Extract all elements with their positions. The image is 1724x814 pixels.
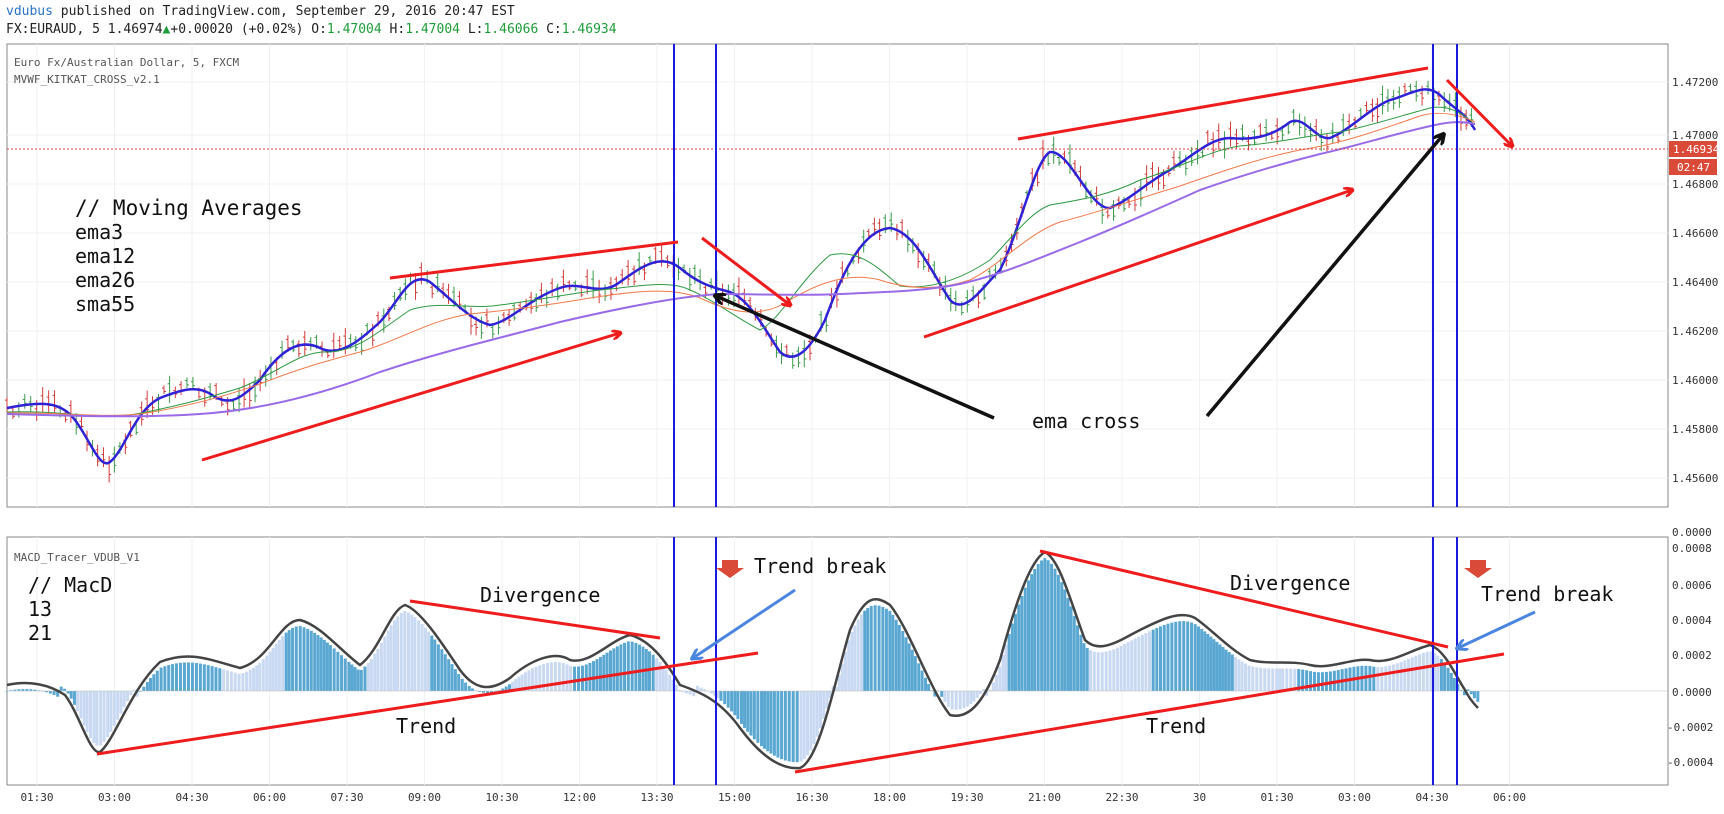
price-tick: 1.46200 [1672,325,1718,338]
divergence-label: Divergence [480,583,600,607]
trend-break-label: Trend break [754,554,886,578]
open-value: 1.47004 [326,22,382,37]
ma-item: ema12 [75,244,135,268]
macd-annotation-item: 21 [28,621,52,645]
chart-header: vdubus published on TradingView.com, Sep… [0,0,1724,42]
low-value: 1.46066 [483,22,539,37]
cross-markers [673,44,1458,785]
down-arrow-icon [1464,560,1492,578]
trend-label: Trend [396,714,456,738]
time-tick: 21:00 [1028,791,1061,804]
price-axis[interactable]: 1.47200 1.47000 1.46800 1.46600 1.46400 … [1672,76,1718,485]
trend-break-arrows [693,588,1536,658]
macd-tick: 0.0006 [1672,579,1712,592]
published-text: published on TradingView.com, September … [52,4,515,19]
ma-item: sma55 [75,292,135,316]
price-tick: 1.47000 [1672,129,1718,142]
pane-title: Euro Fx/Australian Dollar, 5, FXCM [14,56,240,69]
time-tick: 15:00 [718,791,751,804]
ema-cross-label: ema cross [1032,409,1140,433]
sma55-line [6,121,1476,418]
time-tick: 18:00 [873,791,906,804]
ma-item: ema3 [75,220,123,244]
up-arrow-icon: ▲ [162,22,171,37]
macd-axis[interactable]: 0.0008 0.0006 0.0004 0.0002 0.0000 -0.00… [1667,542,1714,769]
high-value: 1.47004 [405,22,460,37]
symbol-label[interactable]: FX:EURAUD, 5 [6,22,100,37]
time-tick: 19:30 [950,791,983,804]
ohlc-line: FX:EURAUD, 5 1.46974▲+0.00020 (+0.02%) O… [6,22,617,37]
time-tick: 04:30 [175,791,208,804]
price-badge-text: 1.46934 [1673,143,1720,156]
price-badge [1669,141,1717,157]
ma-item: ema26 [75,268,135,292]
trend-drawings[interactable] [201,66,1512,462]
publish-line: vdubus published on TradingView.com, Sep… [6,4,515,19]
time-tick: 06:00 [253,791,286,804]
price-tick: 1.46600 [1672,227,1718,240]
time-tick: 13:30 [640,791,673,804]
macd-trend-drawings[interactable] [96,549,1505,774]
macd-annotation-item: 13 [28,597,52,621]
time-tick: 03:00 [1338,791,1371,804]
macd-histogram [5,558,1480,763]
macd-tick: -0.0002 [1667,721,1713,734]
time-tick: 01:30 [20,791,53,804]
time-tick: 12:00 [563,791,596,804]
trend-label: Trend [1146,714,1206,738]
time-tick: 22:30 [1105,791,1138,804]
macd-tick: 0.0004 [1672,614,1712,627]
ema12-line [6,106,1476,417]
macd-tick: -0.0004 [1667,756,1714,769]
time-tick: 04:30 [1415,791,1448,804]
time-tick: 01:30 [1260,791,1293,804]
annotations: // Moving Averages ema3 ema12 ema26 sma5… [28,196,1613,738]
price-tick: 1.46400 [1672,276,1718,289]
macd-title[interactable]: MACD_Tracer_VDUB_V1 [14,551,140,564]
gap-axis-label: 0.0000 [1672,526,1712,539]
price-tick: 1.45800 [1672,423,1718,436]
countdown-badge [1669,159,1717,175]
price-change: +0.00020 (+0.02%) [170,22,304,37]
macd-tick: 0.0002 [1672,649,1712,662]
time-tick: 07:30 [330,791,363,804]
time-tick: 30 [1193,791,1206,804]
price-tick: 1.46000 [1672,374,1718,387]
down-arrow-icon [716,560,744,578]
price-tick: 1.45600 [1672,472,1718,485]
ema-cross-arrows [716,135,1443,420]
price-tick: 1.46800 [1672,178,1718,191]
indicator-title[interactable]: MVWF_KITKAT_CROSS_v2.1 [14,73,160,86]
ma-title: // Moving Averages [75,196,303,220]
divergence-label: Divergence [1230,571,1350,595]
main-pane[interactable] [6,43,1669,508]
countdown-text: 02:47 [1677,161,1710,174]
time-tick: 03:00 [98,791,131,804]
close-value: 1.46934 [561,22,617,37]
price-tick: 1.47200 [1672,76,1718,89]
ema3-line [6,88,1477,465]
ema26-line [6,112,1476,416]
last-price: 1.46974 [107,22,163,37]
time-tick: 10:30 [485,791,518,804]
author-link[interactable]: vdubus [6,4,53,19]
trend-break-label: Trend break [1481,582,1613,606]
time-tick: 16:30 [795,791,828,804]
macd-annotation-title: // MacD [28,573,112,597]
time-axis[interactable]: 01:30 03:00 04:30 06:00 07:30 09:00 10:30 12:00… [20,791,1526,804]
macd-tick: 0.0008 [1672,542,1712,555]
macd-tick: 0.0000 [1672,686,1712,699]
time-tick: 06:00 [1493,791,1526,804]
time-tick: 09:00 [408,791,441,804]
macd-signal-line [6,550,1479,770]
